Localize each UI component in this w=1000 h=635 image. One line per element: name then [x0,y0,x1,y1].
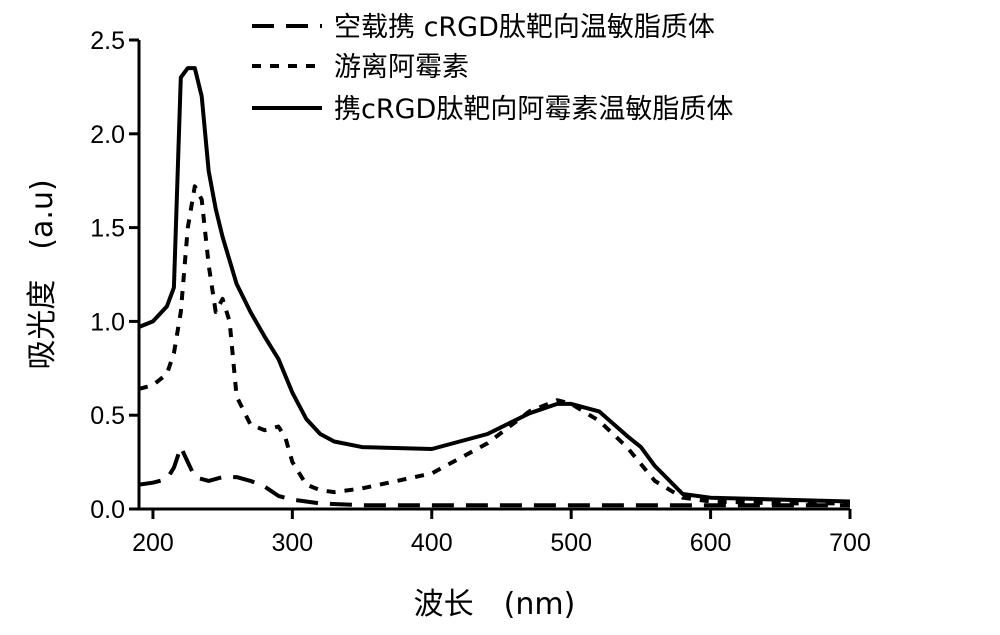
x-tick-label: 200 [132,529,174,557]
y-tick-label: 2.0 [90,121,125,149]
y-tick-label: 1.0 [90,308,125,336]
series-layer [138,66,851,508]
y-tick-label: 2.5 [90,27,125,55]
axes [137,40,850,511]
x-tick-label: 700 [829,529,871,557]
legend-label-3: 携cRGD肽靶向阿霉素温敏脂质体 [334,94,733,125]
x-axis-title: 波长 (nm) [414,587,576,622]
y-tick-label: 1.5 [90,215,125,243]
y-ticks: 0.0 0.5 1.0 1.5 2.0 2.5 [90,27,139,524]
x-tick-label: 300 [271,529,313,557]
y-tick-label: 0.5 [90,402,125,430]
x-tick-label: 400 [411,529,453,557]
y-axis-title: 吸光度 (a.u) [25,179,60,369]
legend-label-2: 游离阿霉素 [334,52,469,83]
series-line-1 [138,445,850,508]
x-tick-label: 500 [550,529,592,557]
x-tick-label: 600 [690,529,732,557]
legend-label-1: 空载携 cRGD肽靶向温敏脂质体 [334,12,715,43]
x-ticks: 200 300 400 500 600 700 [132,509,871,557]
series-line-3 [138,66,851,504]
series-line-2 [138,184,850,506]
y-tick-label: 0.0 [90,496,125,524]
